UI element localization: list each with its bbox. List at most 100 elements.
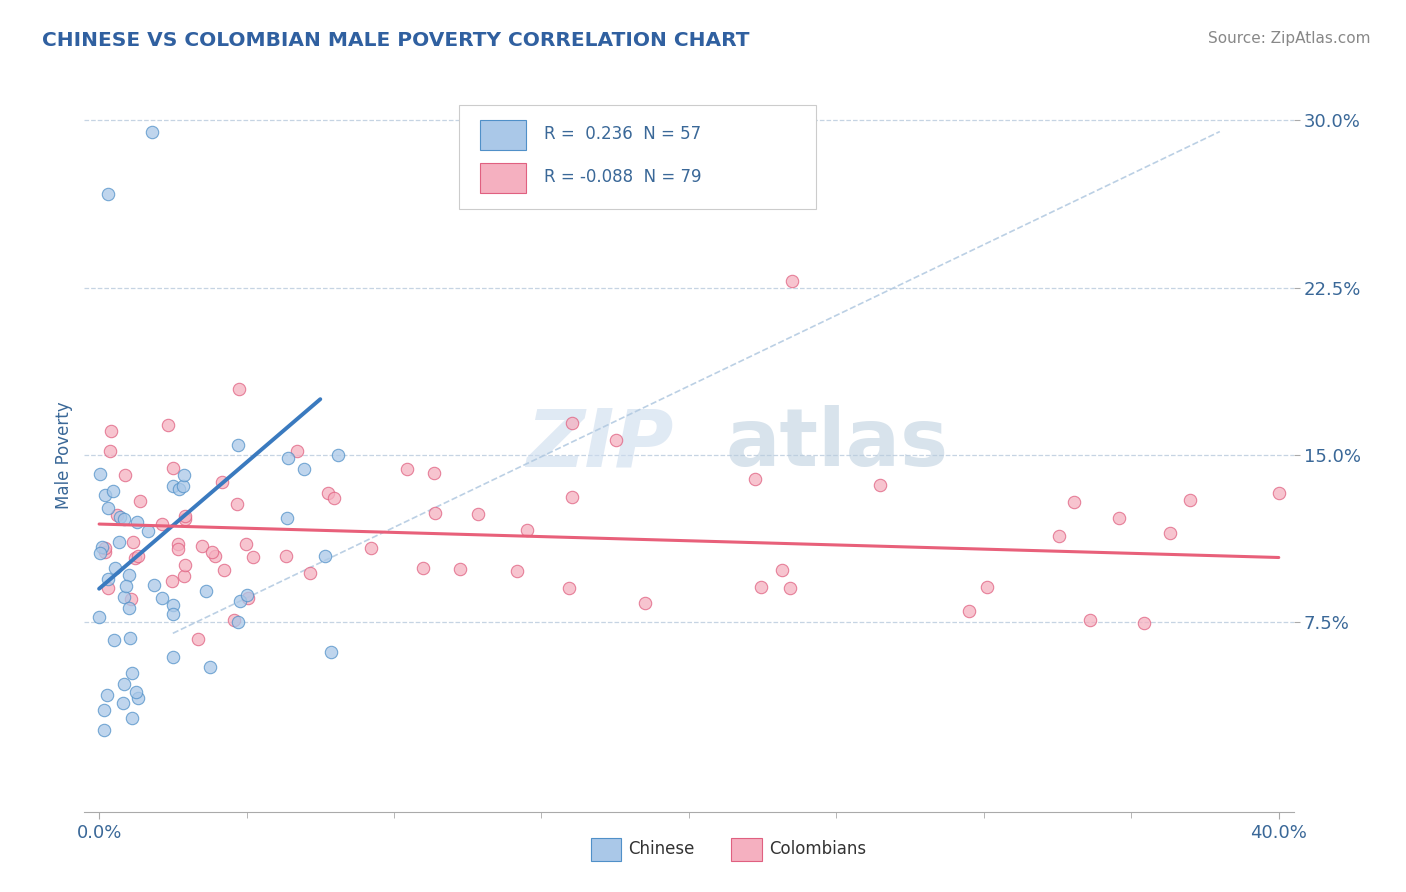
Point xyxy=(423,507,446,521)
Point xyxy=(1180,492,1202,507)
Point xyxy=(172,479,194,493)
Point xyxy=(124,550,146,565)
Point xyxy=(976,580,998,594)
Point xyxy=(105,508,128,522)
Point xyxy=(744,472,766,486)
Point xyxy=(120,591,142,606)
Y-axis label: Male Poverty: Male Poverty xyxy=(55,401,73,508)
Point xyxy=(1159,526,1181,541)
Point xyxy=(211,475,233,490)
Point xyxy=(89,546,111,560)
Point xyxy=(1063,495,1085,509)
Text: R = -0.088  N = 79: R = -0.088 N = 79 xyxy=(544,168,702,186)
Point xyxy=(316,486,339,500)
Point xyxy=(167,537,190,551)
Point xyxy=(112,590,135,604)
Point xyxy=(779,582,801,596)
Point xyxy=(292,462,315,476)
Point xyxy=(187,632,209,646)
Point xyxy=(228,382,250,396)
Point xyxy=(506,564,529,578)
Point xyxy=(326,448,349,462)
Point xyxy=(412,561,434,575)
Point xyxy=(561,491,583,505)
Text: ZIP: ZIP xyxy=(526,405,673,483)
Point xyxy=(235,589,257,603)
Point xyxy=(125,685,148,699)
Point xyxy=(94,545,117,559)
Point xyxy=(276,549,298,563)
Point xyxy=(749,581,772,595)
Point xyxy=(118,568,141,582)
Point xyxy=(89,467,111,481)
Point xyxy=(314,549,336,563)
Point xyxy=(98,443,121,458)
Point xyxy=(101,483,124,498)
Point xyxy=(174,558,197,572)
Point xyxy=(114,467,136,482)
Point xyxy=(93,488,115,502)
Point xyxy=(162,607,184,622)
Point xyxy=(112,677,135,691)
Point xyxy=(360,541,382,555)
Point xyxy=(141,125,163,139)
Point xyxy=(104,561,127,575)
Point xyxy=(112,696,135,710)
Point xyxy=(212,563,235,577)
Point xyxy=(108,534,131,549)
Point xyxy=(97,186,120,201)
Point xyxy=(423,467,446,481)
Point xyxy=(1078,613,1101,627)
Point xyxy=(1268,485,1291,500)
Point xyxy=(173,508,195,523)
Point xyxy=(110,509,132,524)
Point xyxy=(162,461,184,475)
Point xyxy=(160,574,183,589)
Point xyxy=(127,691,149,706)
Point xyxy=(242,549,264,564)
Point xyxy=(114,579,136,593)
Point xyxy=(198,660,221,674)
Bar xyxy=(479,163,526,193)
Point xyxy=(162,649,184,664)
Text: CHINESE VS COLOMBIAN MALE POVERTY CORRELATION CHART: CHINESE VS COLOMBIAN MALE POVERTY CORREL… xyxy=(42,31,749,50)
Point xyxy=(322,491,344,506)
Point xyxy=(96,688,118,702)
Point xyxy=(121,711,143,725)
Point xyxy=(1047,529,1070,543)
Point xyxy=(396,462,419,476)
Point xyxy=(224,613,246,627)
Point xyxy=(127,515,149,529)
Point xyxy=(561,416,583,430)
Point xyxy=(319,644,342,658)
Point xyxy=(236,591,259,606)
Point xyxy=(285,443,308,458)
Point xyxy=(557,581,579,595)
Point xyxy=(93,723,115,738)
Point xyxy=(136,524,159,538)
Point xyxy=(204,549,226,563)
Text: Colombians: Colombians xyxy=(769,840,866,858)
Point xyxy=(226,497,249,511)
Point xyxy=(121,665,143,680)
Point xyxy=(143,578,166,592)
Point xyxy=(97,501,120,516)
Point xyxy=(195,584,218,599)
Point xyxy=(166,541,188,556)
Point xyxy=(1133,615,1156,630)
FancyBboxPatch shape xyxy=(460,105,815,209)
Point xyxy=(103,632,125,647)
Point xyxy=(298,566,321,580)
Point xyxy=(780,274,803,288)
Bar xyxy=(479,120,526,150)
Point xyxy=(94,541,117,555)
Point xyxy=(167,483,190,497)
Point xyxy=(957,604,980,618)
Point xyxy=(118,601,141,615)
Point xyxy=(191,539,214,553)
Point xyxy=(173,468,195,483)
Text: R =  0.236  N = 57: R = 0.236 N = 57 xyxy=(544,125,702,143)
Point xyxy=(152,516,174,531)
Point xyxy=(97,572,120,586)
Point xyxy=(467,507,489,521)
